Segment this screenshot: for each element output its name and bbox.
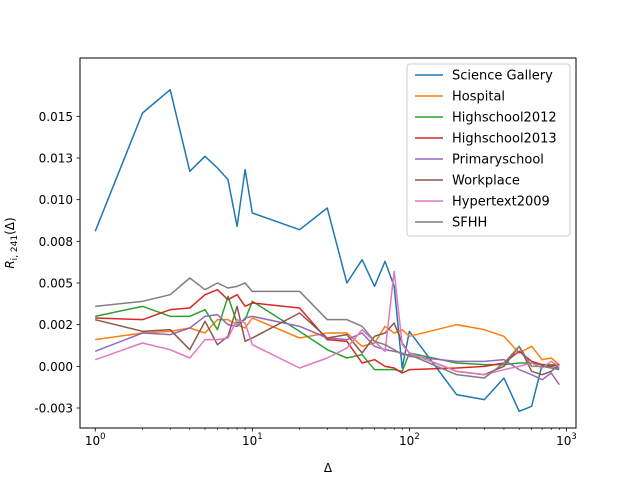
y-tick-label: 0.013 <box>39 152 73 166</box>
x-axis: 100 101 102 103 <box>85 428 577 448</box>
y-axis-label: Ri, 241(Δ) <box>3 217 20 268</box>
series-line-3 <box>95 288 560 374</box>
series-line-0 <box>94 88 560 413</box>
plot-frame <box>79 57 577 429</box>
x-axis-label: Δ <box>324 461 333 475</box>
x-tick-label: 102 <box>399 432 420 448</box>
y-tick-label: 0.008 <box>39 235 73 249</box>
legend-label-0: Science Gallery <box>452 69 553 84</box>
legend-label-5: Workplace <box>452 174 520 189</box>
y-tick-label: 0.000 <box>39 360 73 374</box>
legend-label-7: SFHH <box>452 216 487 231</box>
series-line-4 <box>94 313 560 386</box>
legend-label-4: Primaryschool <box>452 153 544 168</box>
legend-label-2: Highschool2012 <box>452 111 557 126</box>
y-axis: -0.003 0.000 0.002 0.005 0.008 0.010 0.013 0.01… <box>34 110 80 416</box>
legend-label-3: Highschool2013 <box>452 132 557 147</box>
y-tick-label: 0.010 <box>39 193 73 207</box>
series-line-7 <box>95 277 560 379</box>
x-tick-label: 101 <box>242 432 263 448</box>
legend-frame <box>406 63 571 237</box>
legend: Science Gallery Hospital Highschool2012 Hig… <box>406 63 571 237</box>
x-tick-label: 100 <box>85 432 106 448</box>
legend-label-1: Hospital <box>452 90 505 105</box>
series-line-6 <box>94 270 560 376</box>
legend-label-6: Hypertext2009 <box>452 195 550 210</box>
y-tick-label: -0.003 <box>34 402 73 416</box>
y-tick-label: 0.002 <box>39 318 73 332</box>
y-tick-label: 0.005 <box>39 277 73 291</box>
y-tick-label: 0.015 <box>39 110 73 124</box>
x-tick-label: 103 <box>556 432 577 448</box>
series-layer <box>94 88 560 413</box>
